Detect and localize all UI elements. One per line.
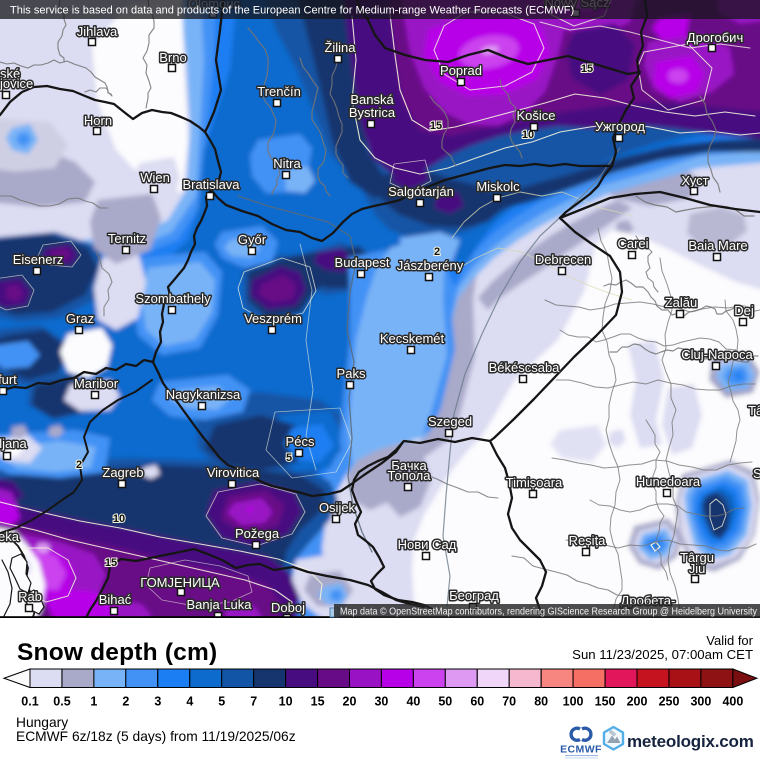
svg-text:Banská: Banská bbox=[350, 92, 394, 107]
svg-text:Bratislava: Bratislava bbox=[182, 177, 240, 192]
svg-text:Požega: Požega bbox=[235, 526, 280, 541]
svg-text:oljana: oljana bbox=[0, 436, 27, 451]
svg-text:Ужгород: Ужгород bbox=[595, 119, 645, 134]
svg-text:Bystrica: Bystrica bbox=[349, 105, 396, 120]
svg-text:ECMWF: ECMWF bbox=[560, 744, 602, 756]
svg-text:Horn: Horn bbox=[84, 113, 112, 128]
svg-text:3: 3 bbox=[154, 694, 161, 708]
svg-text:Târgu: Târgu bbox=[680, 550, 714, 565]
svg-text:Хуст: Хуст bbox=[681, 173, 708, 188]
svg-text:10: 10 bbox=[279, 694, 293, 708]
svg-text:250: 250 bbox=[659, 694, 680, 708]
svg-text:10: 10 bbox=[113, 513, 125, 525]
svg-text:Zalău: Zalău bbox=[665, 295, 698, 310]
svg-text:10: 10 bbox=[522, 129, 534, 141]
svg-text:S: S bbox=[753, 466, 760, 481]
svg-text:Trenčín: Trenčín bbox=[257, 84, 301, 99]
svg-text:5: 5 bbox=[218, 694, 225, 708]
svg-text:Brno: Brno bbox=[159, 50, 186, 65]
svg-text:Rab: Rab bbox=[18, 589, 42, 604]
svg-text:Reșița: Reșița bbox=[569, 533, 607, 548]
svg-text:Jiu: Jiu bbox=[689, 561, 706, 576]
svg-text:Nitra: Nitra bbox=[273, 156, 301, 171]
svg-text:Debrecen: Debrecen bbox=[535, 252, 591, 267]
svg-text:Szombathely: Szombathely bbox=[135, 291, 211, 306]
svg-text:Košice: Košice bbox=[516, 108, 555, 123]
svg-text:meteologix.com: meteologix.com bbox=[627, 732, 754, 751]
svg-text:200: 200 bbox=[627, 694, 648, 708]
svg-text:Salgótarján: Salgótarján bbox=[388, 184, 454, 199]
svg-text:Hunedoara: Hunedoara bbox=[636, 474, 701, 489]
svg-text:Budapest: Budapest bbox=[335, 255, 390, 270]
svg-text:Zagreb: Zagreb bbox=[102, 465, 143, 480]
svg-text:Osijek: Osijek bbox=[319, 500, 356, 515]
svg-text:Győr: Győr bbox=[238, 232, 267, 247]
svg-text:4: 4 bbox=[186, 694, 193, 708]
svg-text:Banja Luka: Banja Luka bbox=[186, 597, 252, 612]
svg-text:80: 80 bbox=[534, 694, 548, 708]
svg-text:Bihać: Bihać bbox=[99, 592, 132, 607]
svg-text:Нови Сад: Нови Сад bbox=[398, 537, 457, 552]
svg-text:Timișoara: Timișoara bbox=[506, 475, 563, 490]
svg-text:Ternitz: Ternitz bbox=[108, 231, 146, 246]
svg-text:2: 2 bbox=[434, 246, 440, 258]
svg-text:Бачка: Бачка bbox=[391, 458, 427, 473]
svg-text:Kecskemét: Kecskemét bbox=[380, 331, 445, 346]
svg-text:Wien: Wien bbox=[140, 170, 170, 185]
svg-text:2: 2 bbox=[122, 694, 129, 708]
svg-text:20: 20 bbox=[343, 694, 357, 708]
svg-text:50: 50 bbox=[438, 694, 452, 708]
svg-text:ГОМЈЕНИЦА: ГОМЈЕНИЦА bbox=[140, 575, 220, 590]
svg-text:Дрогобич: Дрогобич bbox=[687, 30, 743, 45]
svg-text:1: 1 bbox=[90, 694, 97, 708]
svg-text:Baia Mare: Baia Mare bbox=[688, 238, 747, 253]
svg-text:5: 5 bbox=[286, 452, 292, 464]
svg-text:Carei: Carei bbox=[617, 236, 648, 251]
svg-text:ské: ské bbox=[0, 66, 20, 81]
svg-text:Jászberény: Jászberény bbox=[397, 258, 464, 273]
svg-text:furt: furt bbox=[0, 372, 17, 387]
svg-text:7: 7 bbox=[250, 694, 257, 708]
svg-text:Jihlava: Jihlava bbox=[77, 24, 118, 39]
svg-text:30: 30 bbox=[374, 694, 388, 708]
svg-text:eka: eka bbox=[0, 529, 20, 544]
svg-text:Békéscsaba: Békéscsaba bbox=[489, 360, 561, 375]
svg-text:150: 150 bbox=[595, 694, 616, 708]
svg-text:400: 400 bbox=[722, 694, 743, 708]
svg-text:Maribor: Maribor bbox=[74, 376, 119, 391]
svg-text:0.1: 0.1 bbox=[21, 694, 38, 708]
svg-text:Virovitica: Virovitica bbox=[207, 465, 260, 480]
svg-text:100: 100 bbox=[563, 694, 584, 708]
svg-text:300: 300 bbox=[690, 694, 711, 708]
svg-text:60: 60 bbox=[470, 694, 484, 708]
svg-text:Žilina: Žilina bbox=[324, 40, 356, 55]
svg-text:15: 15 bbox=[581, 63, 593, 75]
svg-text:Szeged: Szeged bbox=[428, 414, 472, 429]
svg-text:Nagykanizsa: Nagykanizsa bbox=[166, 387, 241, 402]
svg-text:This service is based on data: This service is based on data and produc… bbox=[10, 5, 574, 17]
svg-text:Paks: Paks bbox=[337, 366, 366, 381]
svg-text:Београд: Београд bbox=[449, 588, 499, 603]
svg-text:Dej: Dej bbox=[734, 303, 754, 318]
svg-text:Pécs: Pécs bbox=[286, 434, 315, 449]
svg-text:Graz: Graz bbox=[66, 311, 94, 326]
svg-text:Cluj-Napoca: Cluj-Napoca bbox=[681, 347, 753, 362]
svg-text:40: 40 bbox=[406, 694, 420, 708]
svg-text:15: 15 bbox=[430, 120, 442, 132]
svg-text:70: 70 bbox=[502, 694, 516, 708]
svg-text:15: 15 bbox=[105, 557, 117, 569]
svg-text:15: 15 bbox=[311, 694, 325, 708]
svg-text:Map data © OpenStreetMap contr: Map data © OpenStreetMap contributors, r… bbox=[340, 606, 758, 618]
svg-text:Târgu: Târgu bbox=[748, 403, 760, 418]
svg-text:Miskolc: Miskolc bbox=[476, 179, 520, 194]
svg-text:Doboj: Doboj bbox=[271, 600, 305, 615]
svg-text:0.5: 0.5 bbox=[53, 694, 70, 708]
svg-text:Poprad: Poprad bbox=[440, 63, 482, 78]
svg-text:Veszprém: Veszprém bbox=[244, 311, 302, 326]
svg-text:jovice: jovice bbox=[0, 76, 33, 91]
svg-text:Eisenerz: Eisenerz bbox=[13, 252, 64, 267]
svg-text:2: 2 bbox=[76, 459, 82, 471]
svg-text:Топола: Топола bbox=[388, 468, 432, 483]
